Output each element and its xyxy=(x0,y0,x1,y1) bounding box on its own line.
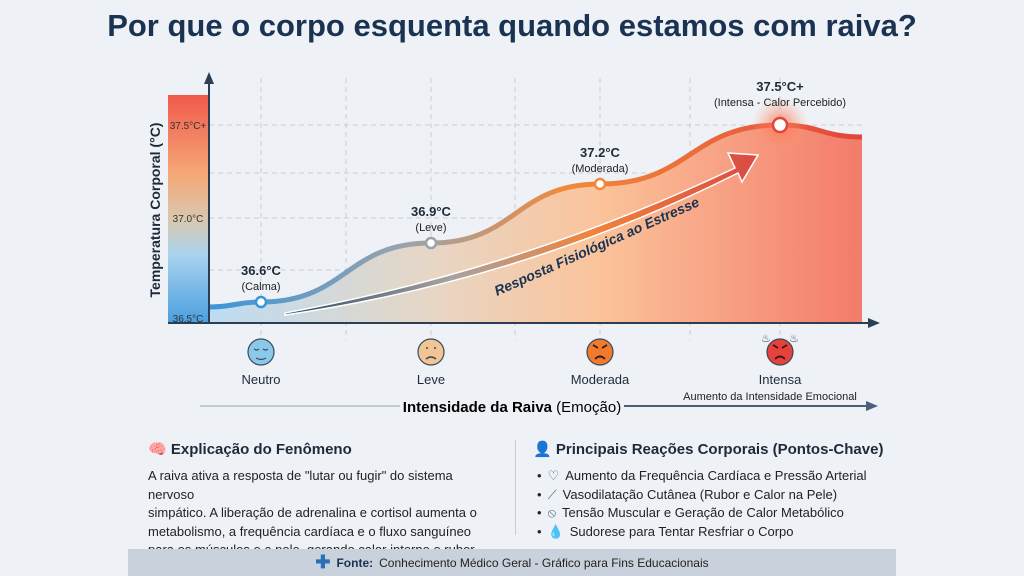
category-label: Leve xyxy=(417,372,445,387)
reactions-heading: 👤 Principais Reações Corporais (Pontos-C… xyxy=(533,440,883,458)
data-label: 36.6°C xyxy=(241,263,282,278)
area-fill xyxy=(209,125,862,323)
x-axis-arrow-icon xyxy=(868,318,880,328)
y-axis-label: Temperatura Corporal (°C) xyxy=(147,123,163,298)
data-point xyxy=(254,295,268,309)
explanation-line: simpático. A liberação de adrenalina e c… xyxy=(148,505,477,520)
data-sublabel: (Intensa - Calor Percebido) xyxy=(714,97,846,109)
y-tick-label: 37.5°C+ xyxy=(170,121,207,132)
reaction-text: Tensão Muscular e Geração de Calor Metab… xyxy=(562,505,844,520)
list-item: • 💧 Sudorese para Tentar Resfriar o Corpo xyxy=(537,523,867,542)
page-title: Por que o corpo esquenta quando estamos … xyxy=(107,8,917,43)
angry-face-icon xyxy=(586,338,614,366)
data-sublabel: (Leve) xyxy=(415,222,446,234)
face-features xyxy=(772,344,788,360)
furious-face-icon: ♨ ♨ xyxy=(761,333,799,366)
y-tick-label: 37.0°C xyxy=(173,214,204,225)
category-label: Neutro xyxy=(241,372,280,387)
y-axis-arrow-icon xyxy=(204,72,214,84)
data-label: 36.9°C xyxy=(411,204,452,219)
temperature-scale-bar xyxy=(168,95,209,323)
list-item: • ⦸ Tensão Muscular e Geração de Calor Me… xyxy=(537,504,867,523)
blood-vessel-icon: ⟋ xyxy=(547,486,557,502)
explanation-heading: 🧠 Explicação do Fenômeno xyxy=(148,440,352,458)
list-item: • ♡ Aumento da Frequência Cardíaca e Pres… xyxy=(537,467,867,486)
emotion-arrow-icon xyxy=(866,401,878,411)
reaction-text: Vasodilatação Cutânea (Rubor e Calor na … xyxy=(562,486,838,502)
data-point xyxy=(593,177,607,191)
muscle-icon: ⦸ xyxy=(547,505,557,520)
data-sublabel: (Moderada) xyxy=(572,163,629,175)
data-sublabel: (Calma) xyxy=(241,281,280,293)
category-label: Intensa xyxy=(759,372,802,387)
explanation-title: Explicação do Fenômeno xyxy=(170,441,352,458)
data-point xyxy=(424,236,438,250)
face-features xyxy=(253,348,269,361)
frown-face-icon xyxy=(417,338,445,366)
reactions-title: Principais Reações Corporais (Pontos-Cha… xyxy=(555,441,884,458)
body-icon: 👤 xyxy=(533,441,552,458)
explanation-line: metabolismo, a frequência cardíaca e o f… xyxy=(148,523,472,539)
data-point xyxy=(771,116,789,134)
list-item: • ⟋ Vasodilatação Cutânea (Rubor e Calor … xyxy=(537,486,867,505)
data-label: 37.5°C+ xyxy=(756,79,804,94)
medical-cross-icon: ✚ xyxy=(315,552,331,572)
footer: ✚ Fonte: Conhecimento Médico Geral - Grá… xyxy=(128,549,896,576)
x-axis-label: Intensidade da Raiva (Emoção) xyxy=(403,399,621,416)
steam-icon: ♨ xyxy=(789,333,799,345)
drop-icon: 💧 xyxy=(547,523,564,539)
x-annotation: Aumento da Intensidade Emocional xyxy=(683,391,857,403)
explanation-text: A raiva ativa a resposta de "lutar ou fu… xyxy=(148,467,488,560)
steam-icon: ♨ xyxy=(761,333,771,345)
data-label: 37.2°C xyxy=(580,145,621,160)
calm-face-icon xyxy=(247,338,275,366)
reaction-text: Aumento da Frequência Cardíaca e Pressão… xyxy=(565,468,867,483)
face-features xyxy=(592,344,608,360)
explanation-line: A raiva ativa a resposta de "lutar ou fu… xyxy=(148,468,453,502)
category-label: Moderada xyxy=(571,372,630,387)
reactions-list: • ♡ Aumento da Frequência Cardíaca e Pres… xyxy=(537,467,867,541)
chart: Resposta Fisiológica ao Estresse 36.6°C(… xyxy=(147,72,880,416)
footer-label: Fonte: xyxy=(336,555,374,570)
face-circle xyxy=(247,338,275,366)
face-features xyxy=(425,347,437,360)
x-label-rest: (Emoção) xyxy=(556,399,621,416)
footer-text: Conhecimento Médico Geral - Gráfico para… xyxy=(379,555,709,570)
x-label-bold: Intensidade da Raiva xyxy=(403,399,553,416)
y-tick-label: 36.5°C xyxy=(173,314,204,325)
brain-icon: 🧠 xyxy=(148,441,167,458)
heart-icon: ♡ xyxy=(547,468,560,483)
divider xyxy=(515,440,516,535)
reaction-text: Sudorese para Tentar Resfriar o Corpo xyxy=(569,523,794,539)
face-circle xyxy=(586,338,614,366)
face-circle xyxy=(417,338,445,366)
